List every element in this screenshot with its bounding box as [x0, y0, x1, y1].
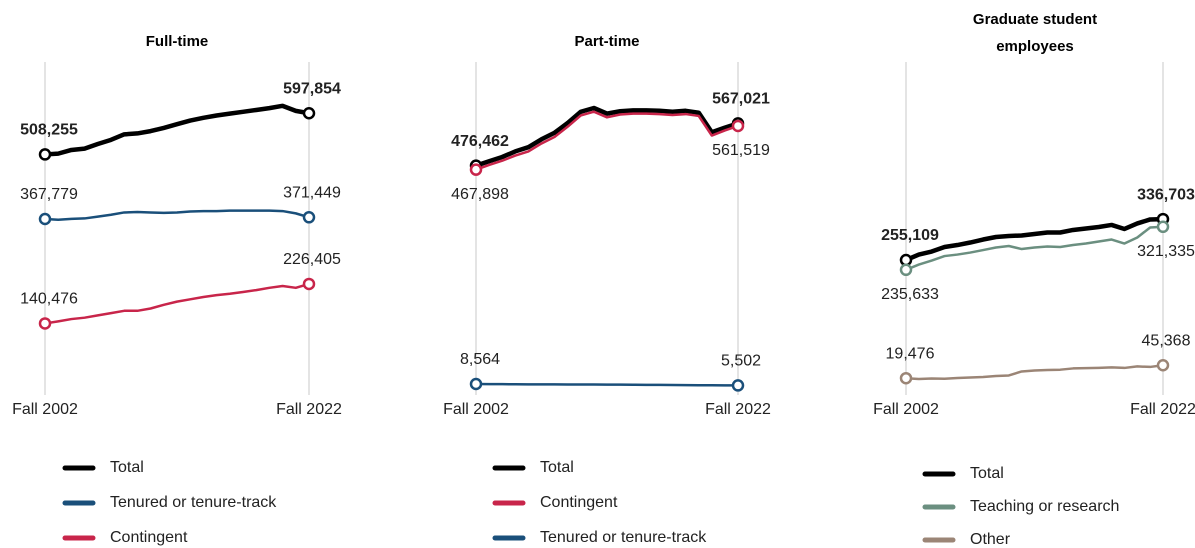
legend-label: Contingent	[540, 494, 618, 511]
value-label: 597,854	[283, 80, 341, 97]
value-label: 8,564	[460, 351, 500, 368]
value-label: 235,633	[881, 286, 939, 303]
legend-label: Total	[110, 459, 144, 476]
series-line	[44, 282, 310, 325]
x-tick-label: Fall 2002	[12, 401, 78, 418]
legend-label: Total	[540, 459, 574, 476]
value-label: 567,021	[712, 91, 770, 108]
value-label: 336,703	[1137, 186, 1195, 203]
chart-title: Graduate student employees	[972, 11, 1098, 55]
end-marker	[731, 379, 745, 392]
series-line	[905, 216, 1164, 263]
legend-label: Total	[970, 465, 1004, 482]
value-label: 45,368	[1142, 332, 1191, 349]
chart-title: Part-time	[574, 33, 640, 50]
series-line	[44, 209, 310, 222]
value-label: 467,898	[451, 186, 509, 203]
end-marker	[1156, 220, 1170, 234]
value-label: 561,519	[712, 142, 770, 159]
x-tick-label: Fall 2002	[873, 401, 939, 418]
end-marker	[899, 263, 913, 277]
series-line	[475, 105, 739, 168]
end-marker	[731, 119, 745, 133]
end-marker	[899, 253, 913, 267]
series-line	[475, 382, 739, 387]
end-marker	[38, 148, 52, 161]
end-marker	[38, 212, 52, 226]
value-label: 19,476	[886, 345, 935, 362]
series-line	[905, 225, 1164, 271]
end-marker	[899, 371, 913, 385]
value-label: 226,405	[283, 251, 341, 268]
legend-label: Contingent	[110, 529, 188, 546]
end-marker	[302, 211, 316, 224]
x-tick-label: Fall 2022	[1130, 401, 1195, 418]
value-label: 476,462	[451, 133, 509, 150]
value-label: 371,449	[283, 185, 341, 202]
end-marker	[302, 277, 316, 291]
end-marker	[469, 377, 483, 391]
legend-label: Tenured or tenure-track	[540, 529, 707, 546]
value-label: 508,255	[20, 122, 78, 139]
legend-label: Other	[970, 531, 1011, 548]
end-marker	[302, 107, 316, 120]
legend-label: Tenured or tenure-track	[110, 494, 277, 511]
series-line	[44, 103, 310, 157]
series-line	[905, 364, 1164, 381]
x-tick-label: Fall 2002	[443, 401, 509, 418]
end-marker	[38, 317, 52, 330]
chart-title: Full-time	[145, 33, 209, 50]
x-tick-label: Fall 2022	[705, 401, 771, 418]
value-label: 321,335	[1137, 243, 1195, 260]
legend-label: Teaching or research	[970, 498, 1119, 515]
end-marker	[469, 163, 483, 176]
x-tick-label: Fall 2022	[276, 401, 342, 418]
value-label: 367,779	[20, 186, 78, 203]
series-line	[475, 110, 739, 171]
value-label: 140,476	[20, 291, 78, 308]
value-label: 5,502	[721, 353, 761, 370]
end-marker	[1156, 358, 1170, 372]
value-label: 255,109	[881, 227, 939, 244]
